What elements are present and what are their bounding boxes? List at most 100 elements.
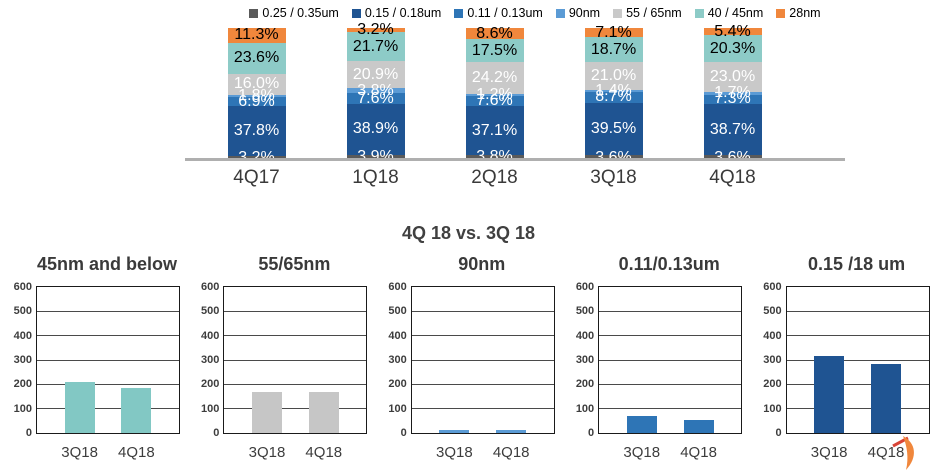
segment-label: 37.8% xyxy=(233,122,280,140)
y-tick-label: 100 xyxy=(763,402,782,415)
gridline xyxy=(786,383,929,385)
y-tick-label: 500 xyxy=(575,305,595,318)
legend-color-swatch xyxy=(454,8,464,18)
segment-label: 3.6% xyxy=(595,149,631,166)
segment-55-65nm-3q18: 21.0% xyxy=(584,62,643,90)
plot-area: 0 100 200 300 400 500 600 3Q18 4Q18 xyxy=(576,281,743,461)
segment-label: 7.6% xyxy=(357,89,394,107)
gridline xyxy=(411,359,554,361)
stacked-bar-chart: 3.2%37.8%6.9%1.8%16.0%23.6%11.3%3.9%38.9… xyxy=(197,22,792,165)
gridline xyxy=(37,359,179,361)
y-tick-label: 600 xyxy=(763,281,782,293)
y-tick-label: 600 xyxy=(13,281,32,293)
y-tick-label: 200 xyxy=(201,378,220,391)
mini-charts-row: 45nm and below 0 100 200 300 400 500 600 3Q18 4Q1… xyxy=(0,252,937,470)
y-tick-label: 300 xyxy=(13,354,32,366)
mini-chart-title: 45nm and below xyxy=(36,254,178,274)
legend-item-28nm: 28nm xyxy=(776,6,821,20)
gridline xyxy=(786,408,929,410)
y-tick-label: 600 xyxy=(201,281,220,293)
y-tick-label: 0 xyxy=(400,427,407,439)
y-tick-label: 400 xyxy=(763,329,782,342)
y-tick-label: 100 xyxy=(575,402,595,415)
legend-item-55-65nm: 55 / 65nm xyxy=(613,6,682,20)
legend-label: 0.15 / 0.18um xyxy=(364,6,442,20)
y-tick-label: 400 xyxy=(201,329,220,342)
stacked-bar-2q18: 3.8% 37.1% 7.6% 1.2% 24.2% 17.5% 8.6% xyxy=(465,25,524,165)
x-tick-label-3q18: 3Q18 xyxy=(248,444,286,461)
segment-label: 17.5% xyxy=(471,41,518,59)
comparison-title: 4Q 18 vs. 3Q 18 xyxy=(401,223,536,243)
x-tick-label-3q18: 3Q18 xyxy=(61,444,98,461)
gridline xyxy=(37,335,179,337)
y-tick-label: 300 xyxy=(575,354,595,366)
legend-color-swatch xyxy=(613,8,623,18)
stacked-bar-1q18: 3.9% 38.9% 7.6% 3.8% 20.9% 21.7% 3.2% xyxy=(346,22,405,165)
legend-color-swatch xyxy=(555,8,565,18)
segment-90nm-4q18: 1.7% xyxy=(703,85,762,101)
segment-label: 3.6% xyxy=(714,149,750,166)
y-tick-label: 400 xyxy=(13,329,32,342)
category-label-1q18: 1Q18 xyxy=(352,167,399,188)
legend-label: 28nm xyxy=(789,6,821,20)
segment-label: 3.2% xyxy=(238,149,274,166)
x-tick-label-4q18: 4Q18 xyxy=(305,444,343,461)
segment-55-65nm-4q18: 23.0% xyxy=(703,61,762,93)
segment-label: 20.3% xyxy=(709,39,756,57)
bar-3q18 xyxy=(64,381,95,433)
segment-55-65nm-4q17: 16.0% xyxy=(227,73,286,95)
bar-4q18 xyxy=(870,364,901,433)
category-label-4q17: 4Q17 xyxy=(233,167,280,188)
orange-swoosh-icon xyxy=(892,436,914,470)
segment-label: 23.0% xyxy=(709,68,756,86)
legend-item-0-11-0-13um: 0.11 / 0.13um xyxy=(454,6,543,20)
bar-4q18 xyxy=(496,430,527,433)
bar-3q18 xyxy=(626,416,657,433)
y-tick-label: 400 xyxy=(575,329,595,342)
y-tick-label: 100 xyxy=(388,402,407,415)
segment-label: 6.9% xyxy=(238,92,275,110)
bar-3q18 xyxy=(439,430,470,433)
segment-label: 7.6% xyxy=(476,92,513,109)
legend-color-swatch xyxy=(249,8,259,18)
x-tick-label-3q18: 3Q18 xyxy=(623,444,661,461)
x-tick-label-4q18: 4Q18 xyxy=(867,444,905,461)
gridline xyxy=(786,335,929,337)
legend-color-swatch xyxy=(694,8,704,18)
y-tick-label: 300 xyxy=(201,354,220,366)
segment-label: 11.3% xyxy=(234,26,279,44)
plot-area: 0 100 200 300 400 500 600 3Q18 4Q18 xyxy=(388,281,555,461)
bar-column-4q17: 3.2% 37.8% 6.9%1.8%16.0% 23.6% 11.3% xyxy=(197,26,316,165)
segment-0-15-0-18um-2q18: 37.1% xyxy=(465,106,524,155)
segment-label: 21.7% xyxy=(352,37,399,55)
y-tick-label: 0 xyxy=(213,427,220,439)
gridline xyxy=(224,359,367,361)
mini-chart-title: 55/65nm xyxy=(258,254,331,274)
segment-label: 7.3% xyxy=(714,90,751,108)
y-tick-label: 200 xyxy=(13,378,32,391)
segment-0-15-0-18um-1q18: 38.9% xyxy=(346,103,405,155)
bar-column-1q18: 3.9% 38.9% 7.6% 3.8% 20.9% 21.7% 3.2% xyxy=(316,22,435,165)
bar-4q18 xyxy=(683,419,714,433)
gridline xyxy=(599,408,742,410)
bar-column-4q18: 3.6% 38.7% 7.3%1.7%23.0% 20.3%5.4% xyxy=(673,23,792,165)
bar-3q18 xyxy=(251,391,282,433)
legend: 0.25 / 0.35um 0.15 / 0.18um 0.11 / 0.13um 9… xyxy=(200,6,870,20)
x-tick-label-3q18: 3Q18 xyxy=(810,444,848,461)
bar-column-3q18: 3.6% 39.5% 8.7%1.4%21.0% 18.7%7.1% xyxy=(554,24,673,165)
gridline xyxy=(786,359,929,361)
mini-chart-title: 0.15 /18 um xyxy=(808,254,906,274)
segment-0-15-0-18um-4q18: 38.7% xyxy=(703,104,762,156)
category-label-4q18: 4Q18 xyxy=(709,167,756,188)
segment-90nm-1q18: 3.8% xyxy=(346,82,405,98)
y-tick-label: 300 xyxy=(763,354,782,366)
legend-label: 40 / 45nm xyxy=(707,6,764,20)
legend-label: 0.11 / 0.13um xyxy=(467,6,543,20)
mini-chart-title: 0.11/0.13um xyxy=(618,254,720,274)
x-tick-label-4q18: 4Q18 xyxy=(680,444,717,461)
stacked-bar-4q17: 3.2% 37.8% 6.9%1.8%16.0% 23.6% 11.3% xyxy=(227,26,286,165)
y-tick-label: 100 xyxy=(13,402,32,415)
segment-label: 1.4% xyxy=(595,81,632,99)
y-tick-label: 0 xyxy=(775,427,782,439)
y-tick-label: 500 xyxy=(201,305,220,318)
